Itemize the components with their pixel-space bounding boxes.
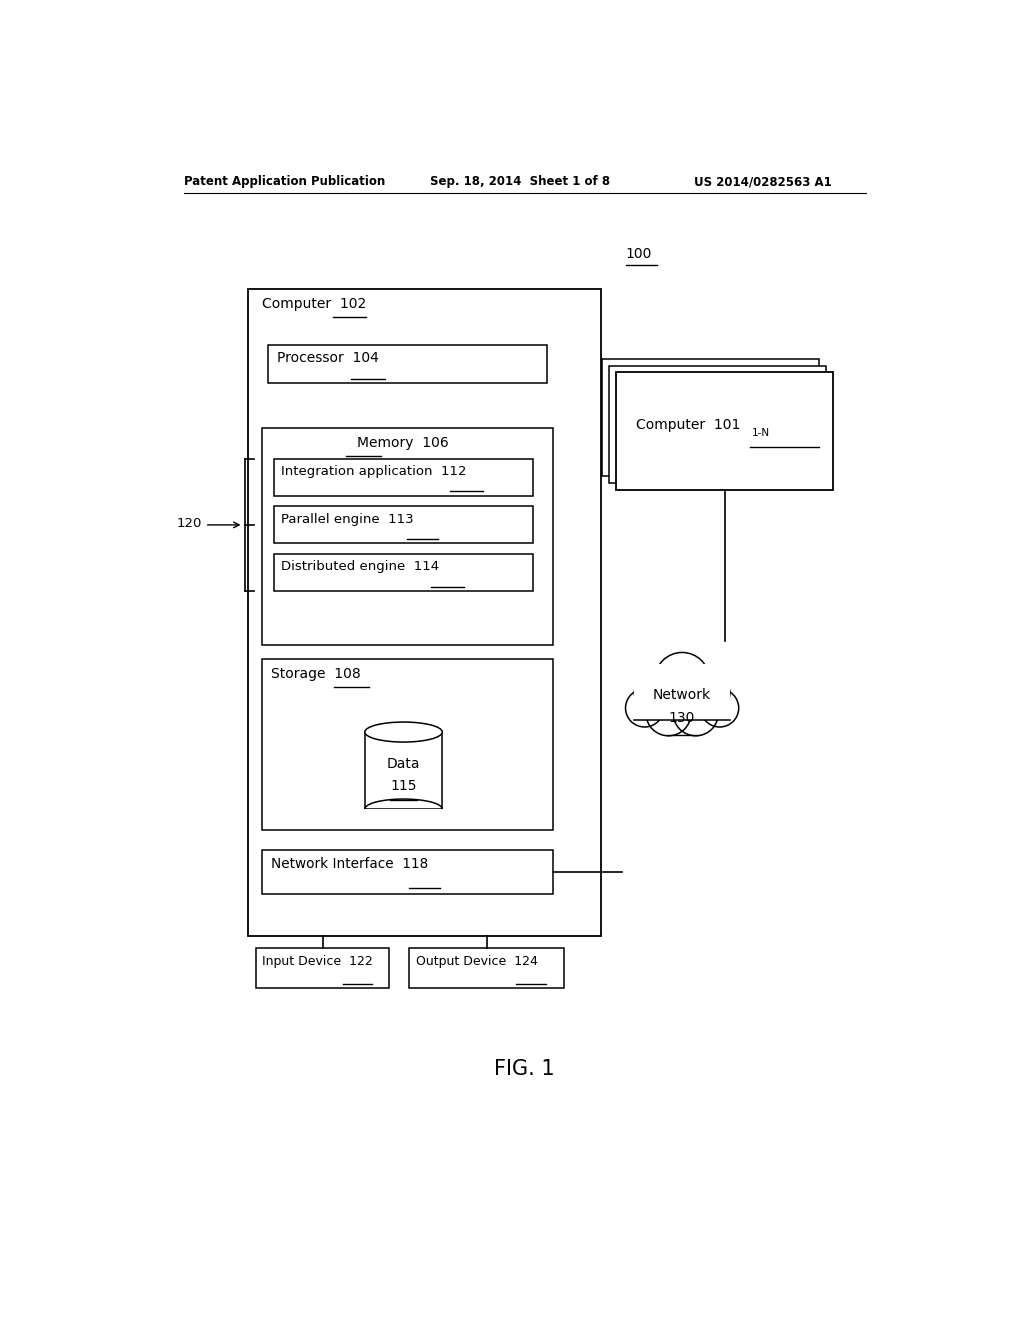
Text: Data: Data — [387, 758, 420, 771]
Circle shape — [646, 692, 691, 735]
Text: FIG. 1: FIG. 1 — [495, 1059, 555, 1080]
Circle shape — [700, 689, 738, 727]
FancyBboxPatch shape — [273, 554, 534, 591]
Text: Network Interface  118: Network Interface 118 — [271, 857, 429, 871]
FancyBboxPatch shape — [616, 372, 834, 490]
FancyBboxPatch shape — [262, 850, 553, 894]
Polygon shape — [635, 664, 730, 721]
Text: Parallel engine  113: Parallel engine 113 — [282, 512, 414, 525]
FancyBboxPatch shape — [262, 659, 553, 830]
Text: Sep. 18, 2014  Sheet 1 of 8: Sep. 18, 2014 Sheet 1 of 8 — [430, 176, 610, 189]
Polygon shape — [365, 733, 442, 809]
Text: Storage  108: Storage 108 — [271, 667, 361, 681]
Circle shape — [635, 672, 678, 715]
FancyBboxPatch shape — [273, 459, 534, 496]
Circle shape — [673, 692, 718, 735]
Text: Computer  102: Computer 102 — [262, 297, 367, 312]
Text: Patent Application Publication: Patent Application Publication — [183, 176, 385, 189]
FancyBboxPatch shape — [602, 359, 819, 475]
FancyBboxPatch shape — [364, 809, 443, 821]
FancyBboxPatch shape — [267, 345, 547, 383]
Text: Processor  104: Processor 104 — [276, 351, 379, 364]
Text: Input Device  122: Input Device 122 — [262, 954, 373, 968]
Text: 115: 115 — [390, 779, 417, 793]
Ellipse shape — [365, 722, 442, 742]
FancyBboxPatch shape — [410, 949, 564, 989]
FancyBboxPatch shape — [609, 366, 826, 483]
Text: Computer  101: Computer 101 — [636, 418, 740, 432]
Text: Distributed engine  114: Distributed engine 114 — [282, 561, 439, 573]
Text: 130: 130 — [669, 711, 695, 725]
Text: Output Device  124: Output Device 124 — [416, 954, 538, 968]
Text: Memory  106: Memory 106 — [357, 436, 449, 450]
FancyBboxPatch shape — [273, 507, 534, 544]
FancyBboxPatch shape — [262, 428, 553, 645]
Circle shape — [654, 652, 710, 706]
Text: Integration application  112: Integration application 112 — [282, 465, 467, 478]
Text: Network: Network — [653, 688, 712, 702]
Text: 1-N: 1-N — [752, 428, 770, 438]
Circle shape — [686, 672, 730, 715]
Text: 120: 120 — [177, 517, 203, 529]
Text: 100: 100 — [626, 247, 652, 261]
Circle shape — [626, 689, 664, 727]
FancyBboxPatch shape — [256, 949, 389, 989]
Text: US 2014/0282563 A1: US 2014/0282563 A1 — [693, 176, 831, 189]
FancyBboxPatch shape — [248, 289, 601, 936]
